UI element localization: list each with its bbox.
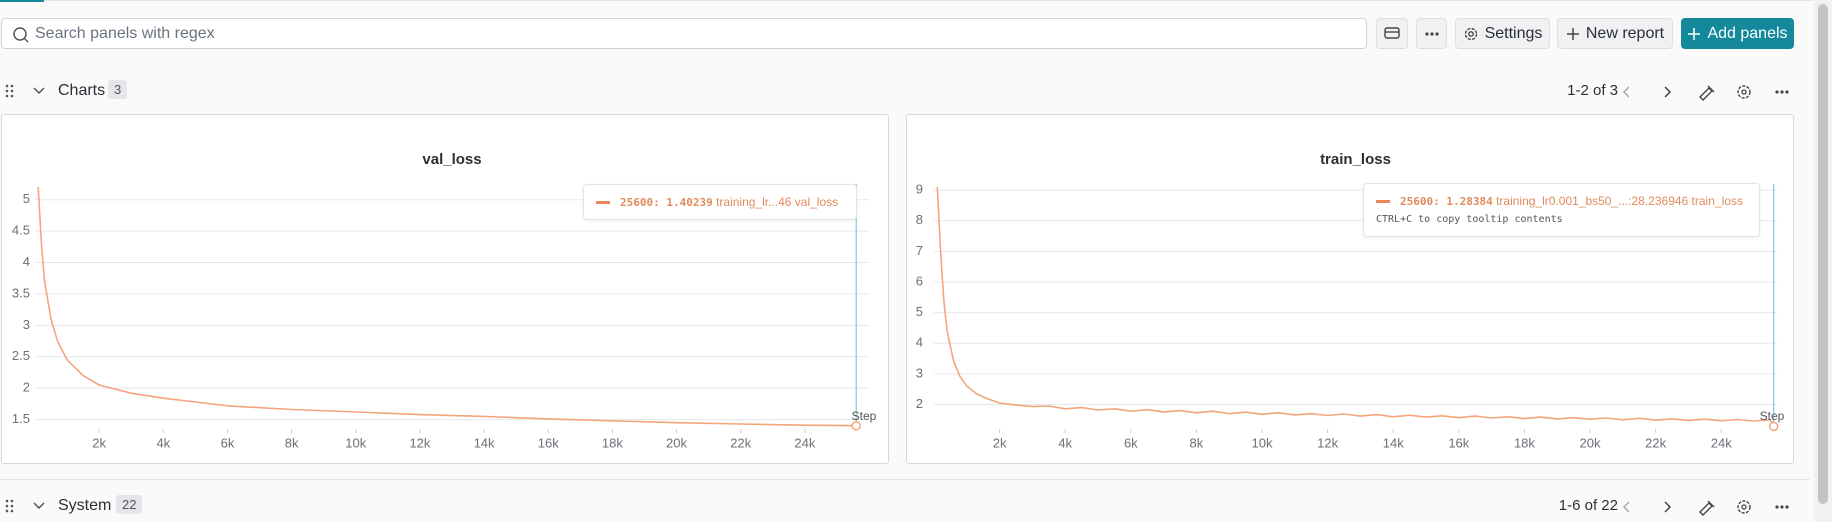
drag-handle[interactable] (4, 498, 16, 514)
x-tick-label: 24k (1711, 435, 1732, 450)
x-tick-label: 6k (1124, 435, 1138, 450)
tab-border (0, 0, 1832, 1)
chart-panel[interactable]: val_loss 1.5 2 2.5 3 3.5 4 4.5 5 2k 4k 6k 8k 10k 12k 14… (1, 114, 889, 464)
section-title: Charts (58, 82, 106, 99)
x-tick-label: 6k (221, 435, 235, 450)
x-tick-label: 20k (1580, 435, 1601, 450)
settings-button[interactable]: Settings (1455, 18, 1550, 49)
drag-handle[interactable] (4, 83, 16, 99)
search-icon (13, 27, 29, 43)
tooltip: 25600: 1.40239 training_lr...46 val_loss (583, 184, 857, 220)
y-tick-label: 2 (23, 380, 30, 395)
x-tick-label: 8k (285, 435, 299, 450)
add-panels-button[interactable]: Add panels (1681, 18, 1794, 49)
chart: train_loss 2 3 4 5 6 7 8 9 2k 4k 6k 8k 10k 12k 14k 16k 18… (916, 151, 1785, 450)
scrollbar-thumb[interactable] (1818, 4, 1828, 504)
section-count: 3 (108, 80, 128, 99)
section-controls[interactable] (1620, 497, 1810, 517)
y-tick-label: 4.5 (12, 223, 30, 238)
layout-button[interactable] (1376, 18, 1408, 49)
x-axis-label: Step (1760, 409, 1785, 423)
section-controls[interactable] (1620, 82, 1810, 102)
x-tick-label: 12k (1317, 435, 1338, 450)
tooltip-run: training_lr0.001_bs50_...:28.236946 trai… (1496, 194, 1743, 208)
icon (1384, 26, 1400, 39)
x-tick-label: 18k (1514, 435, 1535, 450)
pagination: 1-6 of 22 (1558, 497, 1618, 514)
x-tick-label: 12k (409, 435, 430, 450)
tooltip-run: training_lr...46 val_loss (716, 195, 839, 209)
button-label: New report (1585, 24, 1665, 42)
y-tick-label: 1.5 (12, 411, 30, 426)
y-tick-label: 7 (916, 243, 923, 258)
search-box[interactable]: Search panels with regex (1, 18, 1367, 49)
tooltip: 25600: 1.28384 training_lr0.001_bs50_...… (1363, 183, 1760, 237)
divider (0, 479, 1810, 480)
series-line (936, 187, 1775, 427)
button-label: Add panels (1707, 24, 1788, 42)
y-tick-label: 8 (916, 212, 923, 227)
chart-panel[interactable]: train_loss 2 3 4 5 6 7 8 9 2k 4k 6k 8k 10k 12k 14k 16k 18… (906, 114, 1794, 464)
icon (1566, 27, 1579, 40)
hover-point (1768, 421, 1779, 432)
tooltip-value: 25600: 1.40239 (620, 196, 713, 209)
x-tick-label: 2k (92, 435, 106, 450)
x-tick-label: 4k (156, 435, 170, 450)
y-tick-label: 2 (916, 396, 923, 411)
x-tick-label: 14k (474, 435, 495, 450)
tab-indicator (0, 0, 44, 2)
scrollbar[interactable] (1814, 0, 1832, 522)
x-tick-label: 18k (602, 435, 623, 450)
x-tick-label: 2k (993, 435, 1007, 450)
y-tick-label: 3 (916, 365, 923, 380)
x-tick-label: 24k (794, 435, 815, 450)
icon (1688, 27, 1701, 40)
search-placeholder: Search panels with regex (35, 25, 215, 42)
chart-title: train_loss (1320, 151, 1391, 168)
x-axis-label: Step (852, 409, 877, 423)
x-tick-label: 16k (1448, 435, 1469, 450)
y-tick-label: 4 (916, 335, 923, 350)
x-tick-label: 22k (1645, 435, 1666, 450)
y-tick-label: 3 (23, 317, 30, 332)
y-tick-label: 3.5 (12, 285, 30, 300)
x-tick-label: 16k (538, 435, 559, 450)
x-tick-label: 8k (1190, 435, 1204, 450)
chart-title: val_loss (422, 151, 481, 168)
x-tick-label: 10k (1252, 435, 1273, 450)
y-tick-label: 4 (23, 254, 30, 269)
section-header: System 22 1-6 of 22 (0, 479, 1810, 521)
icon (1464, 27, 1477, 40)
x-tick-label: 14k (1383, 435, 1404, 450)
chart: val_loss 1.5 2 2.5 3 3.5 4 4.5 5 2k 4k 6k 8k 10k 12k 14… (12, 151, 877, 450)
tooltip-hint: CTRL+C to copy tooltip contents (1376, 214, 1563, 225)
y-tick-label: 9 (916, 182, 923, 197)
y-tick-label: 5 (916, 304, 923, 319)
section-header: Charts 3 1-2 of 3 (0, 76, 1810, 106)
x-tick-label: 10k (345, 435, 366, 450)
collapse-chevron[interactable] (33, 501, 45, 511)
section-title: System (58, 497, 112, 514)
collapse-chevron[interactable] (33, 86, 45, 96)
y-tick-label: 5 (23, 191, 30, 206)
section-count: 22 (116, 495, 143, 514)
tooltip-value: 25600: 1.28384 (1400, 195, 1493, 208)
x-tick-label: 22k (730, 435, 751, 450)
y-tick-label: 6 (916, 273, 923, 288)
button-label: Settings (1484, 24, 1543, 42)
more-button[interactable] (1416, 18, 1447, 49)
icon (1424, 31, 1439, 36)
x-tick-label: 20k (666, 435, 687, 450)
series-line (37, 187, 857, 427)
hover-point (851, 420, 861, 431)
pagination: 1-2 of 3 (1567, 82, 1618, 99)
x-tick-label: 4k (1058, 435, 1072, 450)
y-tick-label: 2.5 (12, 348, 30, 363)
new-report-button[interactable]: New report (1557, 18, 1673, 49)
